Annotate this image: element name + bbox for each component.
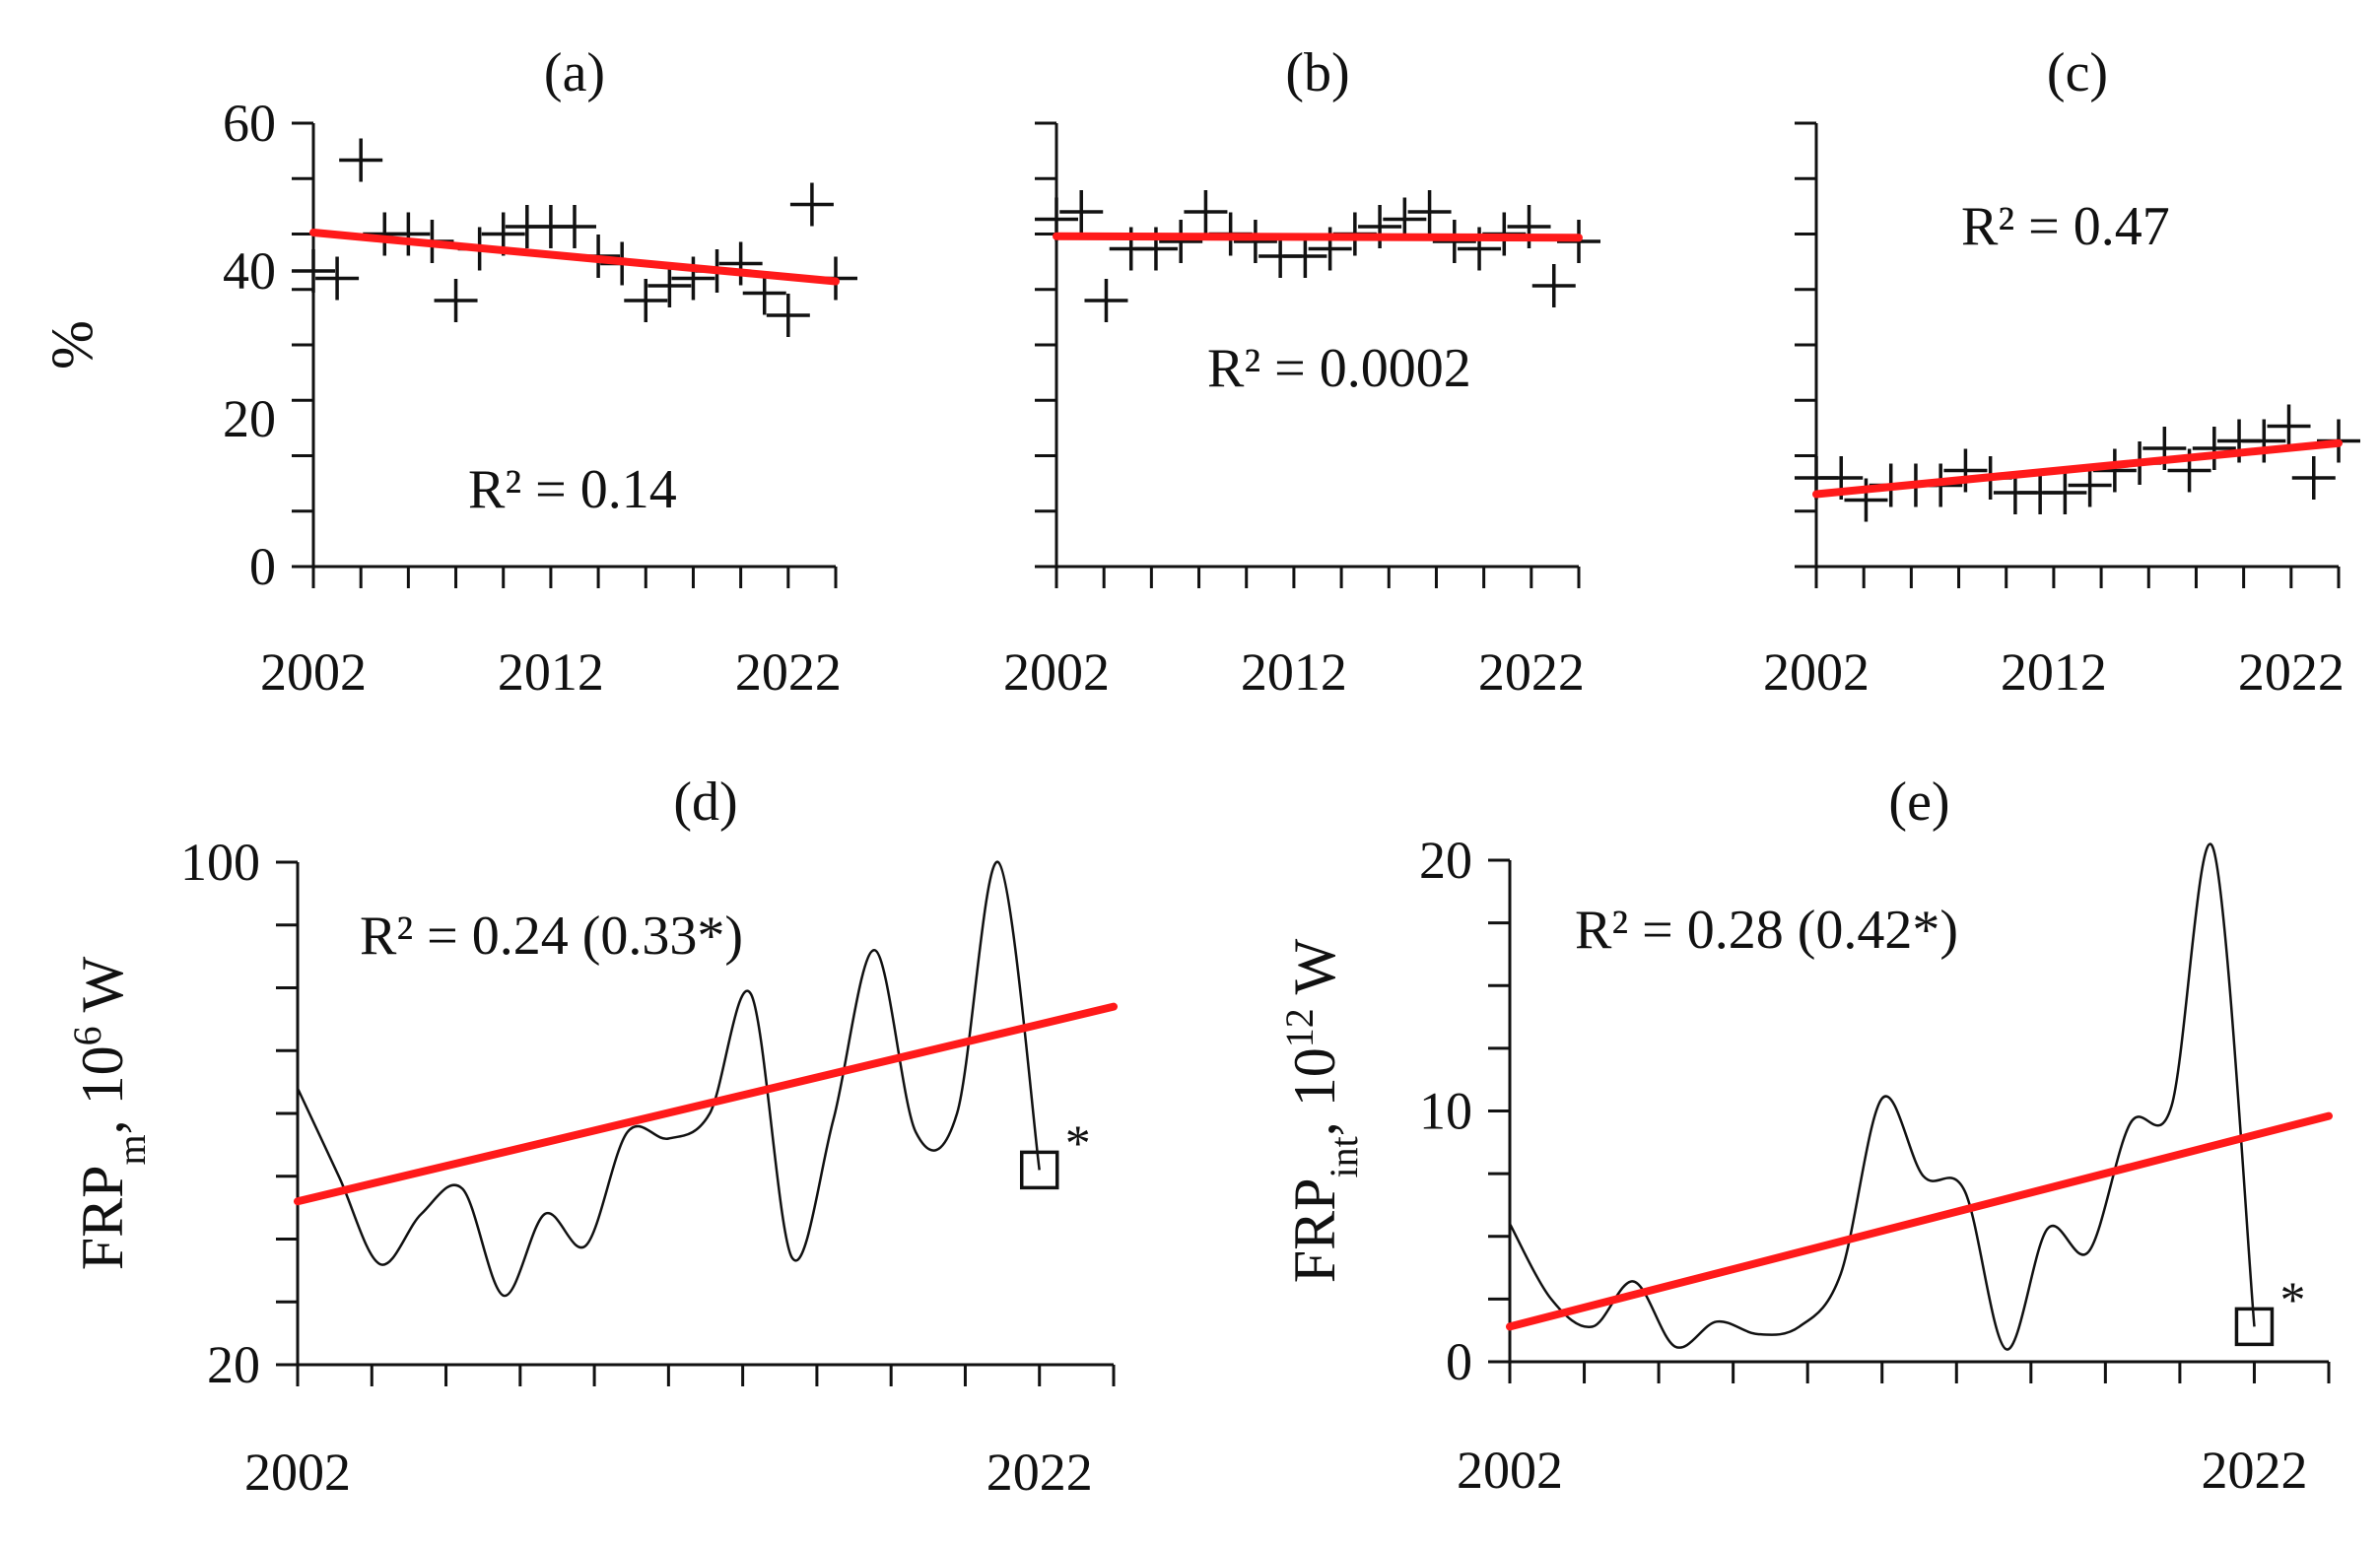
r-squared-annotation: R² = 0.47 [1961,196,2170,257]
r-squared-annotation: R² = 0.28 (0.42*) [1575,900,1958,961]
data-point [1184,190,1228,234]
data-point [718,241,763,286]
data-point [1407,190,1452,234]
panel-e: (e) 2002 2022 0 10 20 FRPint, 1012 W * R² = 0.28… [1277,772,2333,1500]
data-point [1432,220,1476,263]
data-point [1159,220,1203,263]
outlier-label: * [1065,1115,1091,1172]
outlier-point [2234,1307,2275,1347]
axes [1814,123,2339,569]
panel-title: (e) [1888,772,1949,833]
data-point [1531,264,1576,307]
y-tick-label: 60 [223,94,276,153]
x-tick-label: 2002 [244,1443,351,1502]
x-tick-label: 2022 [2201,1441,2307,1500]
x-tick-label: 2012 [2001,642,2107,702]
x-tick-label: 2002 [1457,1441,1563,1500]
series-line [1508,842,2256,1351]
trend-line [1506,1111,2333,1331]
y-tick-label: 40 [223,241,276,301]
data-point [434,279,478,322]
r-squared-annotation: R² = 0.24 (0.33*) [360,906,743,967]
x-tick-label: 2002 [1003,642,1110,702]
y-axis-label: FRPm, 106 W [65,956,154,1270]
x-tick-label: 2022 [2238,642,2345,702]
data-point [315,256,360,301]
outlier-point [1019,1150,1059,1190]
data-point [1358,205,1402,248]
y-tick-label: 20 [207,1335,260,1394]
data-point [1943,448,1988,493]
data-point [766,294,810,337]
data-point [789,182,834,227]
panel-title: (c) [2047,42,2108,103]
data-point [2192,427,2236,470]
y-tick-label: 20 [1419,831,1472,890]
outlier-label: * [2279,1272,2305,1328]
data-point [2092,448,2137,493]
trend-line [1053,232,1583,242]
x-tick-label: 2012 [498,642,604,702]
panel-title: (d) [673,772,737,833]
y-tick-label: 100 [180,833,260,892]
data-point [386,212,431,256]
trend-line [1812,438,2343,499]
trend-line [294,1002,1118,1206]
data-point [1233,220,1277,263]
y-tick-label: 10 [1419,1082,1472,1141]
panel-b: (b) 2002 2012 2022 R² = 0.0002 [1003,42,1600,702]
panel-d: (d) 2002 2022 20 100 FRPm, 106 W * R² = 0.24 (0… [65,772,1118,1502]
data-point [1059,190,1104,234]
panel-title: (a) [544,42,605,103]
data-point [2291,456,2336,500]
y-tick-label: 20 [223,389,276,448]
r-squared-annotation: R² = 0.0002 [1207,338,1471,399]
x-tick-label: 2022 [986,1443,1093,1502]
trend-line [309,229,840,286]
x-tick-label: 2002 [1763,642,1870,702]
data-point [647,264,692,307]
y-tick-label: 0 [1446,1332,1472,1391]
y-axis-label: FRPint, 1012 W [1277,938,1366,1283]
data-point [292,249,335,293]
x-tick-label: 2022 [735,642,842,702]
data-point [2242,419,2286,463]
r-squared-annotation: R² = 0.14 [468,459,677,520]
x-tick-label: 2012 [1241,642,1347,702]
series-line [296,860,1041,1298]
x-tick-label: 2022 [1478,642,1585,702]
panel-title: (b) [1285,42,1349,103]
panel-c: (c) 2002 2012 2022 R² = 0.47 [1763,42,2360,702]
y-tick-label: 0 [249,537,276,596]
y-axis-label: % [39,320,104,370]
data-point [339,138,383,182]
x-tick-label: 2002 [260,642,367,702]
data-point [1507,205,1551,248]
data-point [1283,235,1327,278]
data-point [2267,404,2311,448]
data-point [742,271,786,315]
data-point [624,279,668,322]
data-point [553,205,596,248]
data-point [1084,279,1128,322]
data-point [671,256,715,301]
data-point [2043,471,2087,514]
panel-a: (a) 2002 2012 2022 0 20 40 60% R² = 0.14 [39,42,857,702]
